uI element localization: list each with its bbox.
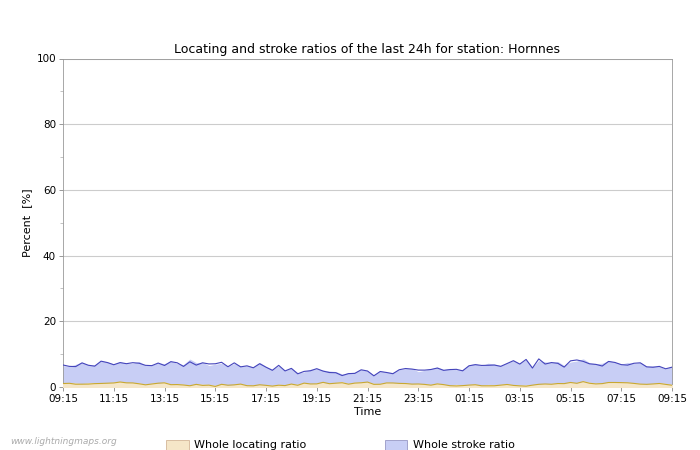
Title: Locating and stroke ratios of the last 24h for station: Hornnes: Locating and stroke ratios of the last 2… [174,43,561,56]
Text: www.lightningmaps.org: www.lightningmaps.org [10,437,118,446]
Y-axis label: Percent  [%]: Percent [%] [22,189,32,257]
X-axis label: Time: Time [354,407,381,417]
Legend: Whole locating ratio, Locating ratio station Hornnes, Whole stroke ratio, Stroke: Whole locating ratio, Locating ratio sta… [162,435,573,450]
